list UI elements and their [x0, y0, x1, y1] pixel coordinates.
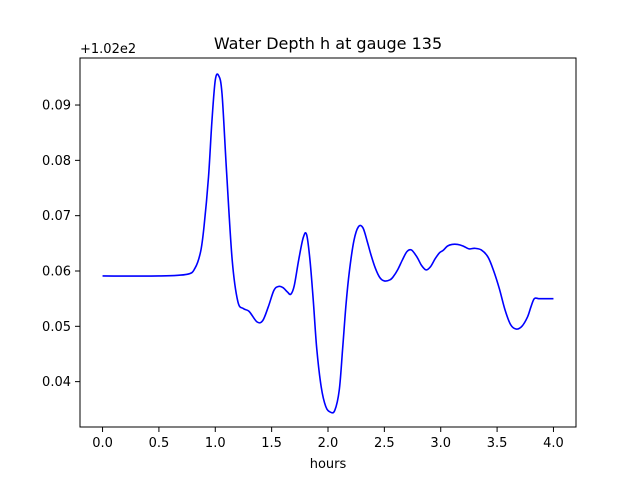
x-axis: 0.0 0.5 1.0 1.5 2.0 2.5 3.0 3.5 4.0 — [92, 427, 564, 451]
x-tick-label: 2.5 — [374, 436, 395, 451]
y-axis: 0.04 0.05 0.06 0.07 0.08 0.09 — [42, 99, 80, 390]
x-tick-label: 3.5 — [487, 436, 508, 451]
x-tick-label: 1.0 — [205, 436, 226, 451]
x-axis-label: hours — [310, 457, 347, 472]
x-tick-label: 4.0 — [543, 436, 564, 451]
chart-title: Water Depth h at gauge 135 — [214, 34, 442, 53]
x-tick-label: 1.5 — [261, 436, 282, 451]
series-layer — [102, 73, 554, 414]
x-tick-label: 3.0 — [430, 436, 451, 451]
y-offset-label: +1.02e2 — [80, 42, 136, 57]
series-line — [102, 73, 554, 414]
y-tick-label: 0.06 — [42, 264, 71, 279]
y-tick-label: 0.08 — [42, 154, 71, 169]
x-tick-label: 0.0 — [92, 436, 113, 451]
y-tick-label: 0.09 — [42, 99, 71, 114]
y-tick-label: 0.05 — [42, 320, 71, 335]
x-tick-label: 2.0 — [318, 436, 339, 451]
plot-area-frame — [79, 57, 577, 428]
x-tick-label: 0.5 — [149, 436, 170, 451]
y-tick-label: 0.04 — [42, 375, 71, 390]
y-tick-label: 0.07 — [42, 209, 71, 224]
